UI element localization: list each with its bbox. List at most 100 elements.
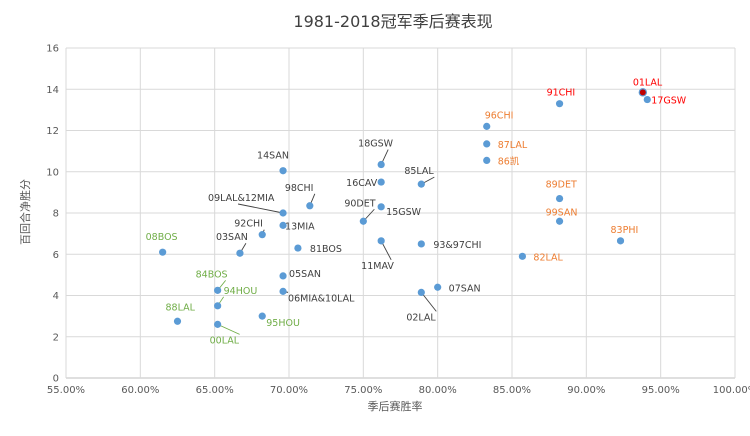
y-tick-label: 6 bbox=[53, 250, 59, 261]
y-axis-ticks: 0 2 4 6 8 10 12 14 16 bbox=[46, 44, 59, 385]
point-07san bbox=[434, 283, 442, 291]
point-01lal bbox=[638, 88, 648, 97]
data-label: 88LAL bbox=[166, 302, 196, 313]
y-tick-label: 12 bbox=[46, 126, 59, 137]
leader-line bbox=[420, 292, 437, 312]
point-00lal bbox=[214, 320, 222, 328]
point-83phi bbox=[616, 237, 625, 245]
point-86 bbox=[483, 156, 491, 165]
point-17gsw bbox=[643, 95, 651, 104]
point-82lal bbox=[518, 252, 527, 260]
point-18gsw bbox=[377, 160, 385, 169]
gridlines bbox=[65, 47, 736, 379]
point-84bos bbox=[214, 286, 222, 294]
data-label: 85LAL bbox=[404, 166, 434, 177]
point-08bos bbox=[159, 248, 167, 256]
data-label: 00LAL bbox=[210, 335, 240, 346]
point-90det bbox=[359, 217, 367, 225]
point-91chi bbox=[555, 100, 564, 108]
point-14san bbox=[279, 167, 287, 175]
point-03san bbox=[236, 249, 244, 257]
data-label: 05SAN bbox=[289, 269, 321, 280]
data-label: 13MIA bbox=[285, 221, 315, 232]
x-tick-label: 55.00% bbox=[47, 385, 85, 396]
y-tick-label: 2 bbox=[53, 332, 59, 343]
point-13mia bbox=[279, 221, 287, 229]
data-label: 06MIA&10LAL bbox=[288, 293, 355, 304]
data-label: 92CHI bbox=[234, 219, 263, 230]
point-85lal bbox=[417, 180, 425, 188]
x-tick-label: 90.00% bbox=[567, 385, 605, 396]
data-label: 03SAN bbox=[216, 232, 248, 243]
data-label: 01LAL bbox=[633, 77, 663, 88]
data-label: 09LAL&12MIA bbox=[208, 193, 275, 204]
x-tick-label: 95.00% bbox=[642, 385, 680, 396]
data-label: 86凯 bbox=[498, 155, 520, 167]
data-label: 90DET bbox=[344, 198, 375, 209]
y-tick-label: 10 bbox=[46, 167, 59, 178]
data-label: 08BOS bbox=[146, 232, 178, 243]
point-92chi bbox=[258, 231, 266, 239]
data-label: 17GSW bbox=[651, 96, 686, 107]
data-label: 93&97CHI bbox=[433, 240, 481, 251]
data-label: 16CAV bbox=[346, 178, 378, 189]
x-tick-label: 60.00% bbox=[121, 385, 159, 396]
leader-line bbox=[237, 203, 284, 214]
point-81bos bbox=[294, 244, 302, 252]
data-label: 91CHI bbox=[547, 88, 576, 99]
data-label: 82LAL bbox=[533, 252, 563, 263]
x-tick-label: 70.00% bbox=[270, 385, 308, 396]
leader-line bbox=[217, 323, 240, 335]
point-15gsw bbox=[377, 203, 385, 211]
data-label: 02LAL bbox=[406, 312, 436, 323]
data-points bbox=[159, 88, 651, 328]
data-label: 81BOS bbox=[310, 244, 342, 255]
point-87lal bbox=[483, 140, 491, 148]
point-06mia-10lal bbox=[279, 287, 287, 295]
data-label: 96CHI bbox=[485, 110, 514, 121]
data-label: 87LAL bbox=[498, 140, 528, 151]
y-tick-label: 0 bbox=[53, 374, 59, 385]
point-99san bbox=[555, 217, 564, 225]
data-label: 98CHI bbox=[285, 183, 314, 194]
point-11mav bbox=[377, 237, 385, 245]
data-label: 07SAN bbox=[449, 283, 481, 294]
x-tick-label: 75.00% bbox=[344, 385, 382, 396]
point-96chi bbox=[483, 122, 491, 130]
x-tick-label: 85.00% bbox=[493, 385, 531, 396]
point-88lal bbox=[173, 317, 182, 325]
data-labels: 01LAL 17GSW 91CHI 96CHI 87LAL 86凯 89DET 99SAN 83… bbox=[146, 77, 687, 346]
y-axis-title: 百回合净胜分 bbox=[18, 179, 32, 245]
x-axis-ticks: 55.00% 60.00% 65.00% 70.00% 75.00% 80.00% 85.0… bbox=[47, 385, 750, 396]
data-label: 94HOU bbox=[224, 286, 258, 297]
data-label: 83PHI bbox=[611, 225, 639, 236]
data-label: 18GSW bbox=[358, 139, 393, 150]
point-89det bbox=[555, 194, 564, 203]
data-label: 89DET bbox=[546, 180, 577, 191]
y-tick-label: 16 bbox=[46, 44, 59, 55]
data-label: 15GSW bbox=[386, 207, 421, 218]
point-95hou bbox=[258, 312, 266, 320]
x-tick-label: 100.00% bbox=[713, 385, 750, 396]
y-tick-label: 4 bbox=[53, 291, 59, 302]
y-tick-label: 8 bbox=[53, 209, 59, 220]
data-label: 11MAV bbox=[361, 261, 394, 272]
point-94hou bbox=[214, 302, 222, 310]
y-tick-label: 14 bbox=[46, 85, 59, 96]
x-axis-title: 季后赛胜率 bbox=[368, 399, 423, 413]
data-label: 99SAN bbox=[546, 207, 578, 218]
point-16cav bbox=[377, 178, 385, 186]
x-tick-label: 65.00% bbox=[196, 385, 234, 396]
point-93-97chi bbox=[417, 240, 425, 248]
point-09lal-12mia bbox=[279, 209, 287, 217]
data-label: 95HOU bbox=[266, 318, 300, 329]
point-98chi bbox=[306, 202, 314, 210]
point-05san bbox=[279, 272, 287, 280]
point-02lal bbox=[417, 288, 425, 297]
data-label: 84BOS bbox=[196, 269, 228, 280]
chart-title: 1981-2018冠军季后赛表现 bbox=[293, 12, 492, 31]
x-tick-label: 80.00% bbox=[419, 385, 457, 396]
data-label: 14SAN bbox=[257, 151, 289, 162]
